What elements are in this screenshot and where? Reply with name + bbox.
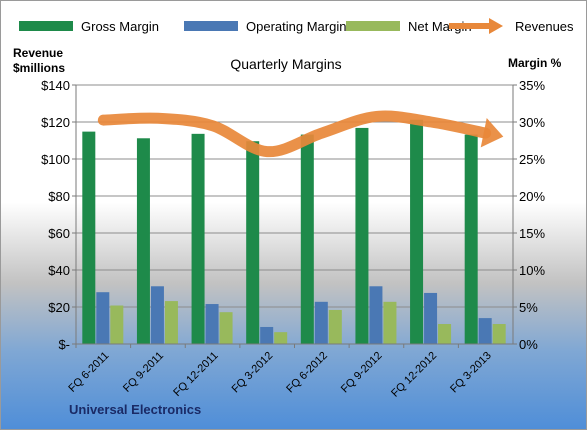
x-tick-label: FQ 6-2012	[284, 350, 330, 396]
bar-net-margin	[328, 309, 342, 344]
bar-operating-margin	[424, 292, 438, 344]
bar-net-margin	[492, 324, 506, 344]
right-tick-label: 35%	[519, 78, 545, 93]
x-tick-label: FQ 9-2012	[339, 350, 385, 396]
x-tick-label: FQ 3-2013	[448, 350, 494, 396]
left-tick-label: $-	[58, 337, 70, 352]
legend-label: Revenues	[515, 19, 574, 34]
legend-label: Gross Margin	[81, 19, 159, 34]
legend: Gross Margin Operating Margin Net Margin Re…	[19, 18, 574, 34]
revenue-line-path	[97, 110, 492, 158]
bar-net-margin	[383, 301, 397, 344]
left-tick-label: $80	[48, 189, 70, 204]
left-axis-title-line2: $millions	[13, 61, 65, 75]
x-tick-label: FQ 9-2011	[121, 350, 166, 395]
right-tick-label: 15%	[519, 226, 545, 241]
revenue-line	[97, 110, 504, 158]
bar-gross-margin	[191, 133, 205, 344]
right-tick-label: 20%	[519, 189, 545, 204]
x-tick-label: FQ 3-2012	[230, 350, 276, 396]
revenue-arrowhead	[480, 118, 504, 148]
bar-net-margin	[164, 301, 178, 344]
bar-operating-margin	[205, 304, 219, 344]
company-name: Universal Electronics	[69, 402, 201, 417]
x-tick-label: FQ 12-2012	[389, 350, 439, 400]
bars	[82, 119, 506, 344]
left-tick-label: $60	[48, 226, 70, 241]
bar-gross-margin	[464, 134, 478, 344]
x-tick-label: FQ 6-2011	[66, 350, 111, 395]
bar-net-margin	[274, 332, 288, 344]
bar-operating-margin	[314, 301, 328, 344]
bar-operating-margin	[150, 286, 164, 344]
bar-gross-margin	[410, 119, 424, 344]
bar-operating-margin	[260, 326, 274, 344]
right-tick-label: 10%	[519, 263, 545, 278]
left-tick-label: $40	[48, 263, 70, 278]
bar-operating-margin	[369, 286, 383, 344]
bar-net-margin	[219, 312, 233, 344]
right-tick-label: 30%	[519, 115, 545, 130]
bar-net-margin	[438, 324, 452, 344]
left-tick-label: $100	[41, 152, 70, 167]
bar-gross-margin	[82, 131, 96, 344]
right-tick-label: 25%	[519, 152, 545, 167]
bar-gross-margin	[246, 141, 260, 344]
legend-label: Operating Margin	[246, 19, 346, 34]
bar-gross-margin	[300, 134, 314, 344]
bar-operating-margin	[478, 318, 492, 344]
right-tick-label: 5%	[519, 300, 538, 315]
left-axis-title-line1: Revenue	[13, 46, 63, 60]
legend-swatch-operating-margin	[184, 21, 238, 31]
left-tick-label: $20	[48, 300, 70, 315]
left-tick-label: $140	[41, 78, 70, 93]
x-tick-label: FQ 12-2011	[171, 350, 220, 399]
bar-operating-margin	[96, 292, 110, 344]
chart-title: Quarterly Margins	[230, 56, 341, 72]
bar-net-margin	[110, 305, 124, 344]
right-tick-label: 0%	[519, 337, 538, 352]
bar-gross-margin	[355, 127, 369, 344]
bar-gross-margin	[136, 138, 150, 344]
legend-swatch-revenues-arrow	[489, 18, 503, 34]
legend-label: Net Margin	[408, 19, 472, 34]
legend-swatch-gross-margin	[19, 21, 73, 31]
legend-swatch-net-margin	[346, 21, 400, 31]
left-tick-label: $120	[41, 115, 70, 130]
right-axis-title: Margin %	[508, 56, 562, 70]
